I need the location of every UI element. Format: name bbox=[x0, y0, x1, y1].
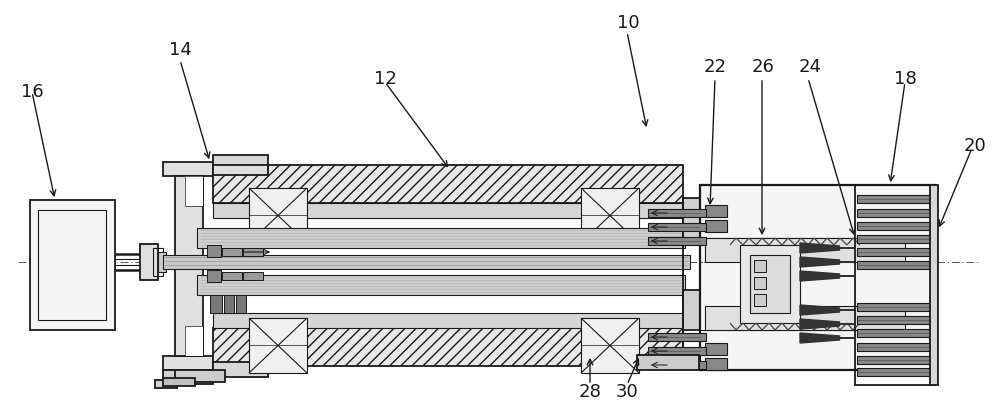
Bar bbox=[213, 165, 683, 203]
Text: 22: 22 bbox=[704, 58, 726, 76]
Bar bbox=[243, 248, 263, 256]
Bar bbox=[210, 295, 222, 313]
Bar bbox=[705, 220, 727, 232]
Bar bbox=[857, 195, 932, 203]
Bar bbox=[705, 205, 727, 217]
Polygon shape bbox=[800, 243, 854, 253]
Bar bbox=[185, 326, 203, 356]
Polygon shape bbox=[800, 305, 854, 315]
Bar bbox=[213, 328, 683, 366]
Bar bbox=[705, 306, 905, 330]
Polygon shape bbox=[800, 319, 854, 329]
Bar bbox=[249, 188, 307, 243]
Bar bbox=[857, 248, 932, 256]
Bar bbox=[222, 248, 242, 256]
Bar bbox=[857, 356, 932, 364]
Bar bbox=[158, 252, 166, 272]
Bar bbox=[163, 255, 690, 269]
Text: 26: 26 bbox=[752, 58, 774, 76]
Bar bbox=[30, 200, 115, 330]
Bar bbox=[930, 185, 938, 385]
Bar bbox=[754, 277, 766, 289]
Bar bbox=[705, 238, 905, 262]
Bar bbox=[648, 347, 706, 355]
Text: 16: 16 bbox=[21, 83, 43, 101]
Polygon shape bbox=[800, 257, 854, 267]
Bar bbox=[213, 203, 683, 218]
Bar bbox=[213, 313, 683, 328]
Bar bbox=[581, 188, 639, 243]
Bar bbox=[163, 162, 213, 176]
Bar bbox=[857, 209, 932, 217]
Bar bbox=[857, 235, 932, 243]
Text: 28: 28 bbox=[579, 383, 601, 401]
Bar bbox=[648, 361, 706, 369]
Bar bbox=[740, 245, 800, 323]
Text: 12: 12 bbox=[374, 70, 396, 88]
Bar bbox=[185, 176, 203, 206]
Bar bbox=[222, 272, 242, 280]
Bar bbox=[855, 185, 935, 385]
Bar bbox=[750, 255, 790, 313]
Bar bbox=[207, 245, 221, 257]
Bar bbox=[700, 185, 935, 370]
Bar bbox=[155, 380, 177, 388]
Bar bbox=[705, 343, 727, 355]
Bar bbox=[197, 228, 685, 248]
Bar bbox=[175, 370, 225, 382]
Bar bbox=[243, 272, 263, 280]
Bar bbox=[683, 290, 701, 330]
Bar bbox=[163, 370, 213, 384]
Bar bbox=[140, 244, 158, 280]
Bar bbox=[683, 198, 701, 238]
Polygon shape bbox=[800, 333, 854, 343]
Bar bbox=[754, 260, 766, 272]
Bar bbox=[213, 362, 268, 377]
Bar bbox=[857, 222, 932, 230]
Text: 20: 20 bbox=[964, 137, 986, 155]
Text: 14: 14 bbox=[169, 41, 191, 59]
Bar bbox=[185, 176, 203, 206]
Bar bbox=[197, 275, 685, 295]
Text: 30: 30 bbox=[616, 383, 638, 401]
Bar bbox=[648, 237, 706, 245]
Bar bbox=[224, 295, 234, 313]
Bar bbox=[207, 270, 221, 282]
Bar bbox=[163, 378, 195, 386]
Bar bbox=[38, 210, 106, 320]
Bar bbox=[648, 223, 706, 231]
Bar bbox=[213, 155, 268, 170]
Text: 10: 10 bbox=[617, 14, 639, 32]
Text: 24: 24 bbox=[798, 58, 822, 76]
Bar bbox=[857, 368, 932, 376]
Bar bbox=[163, 356, 213, 370]
Bar bbox=[175, 176, 203, 356]
Bar bbox=[648, 209, 706, 217]
Bar bbox=[857, 303, 932, 311]
Bar bbox=[185, 326, 203, 356]
Text: 18: 18 bbox=[894, 70, 916, 88]
Bar bbox=[857, 343, 932, 351]
Bar bbox=[581, 318, 639, 373]
Bar bbox=[857, 261, 932, 269]
Bar bbox=[249, 318, 307, 373]
Bar bbox=[857, 316, 932, 324]
Bar bbox=[153, 248, 163, 276]
Bar bbox=[637, 355, 699, 370]
Bar bbox=[705, 358, 727, 370]
Bar bbox=[857, 329, 932, 337]
Bar bbox=[236, 295, 246, 313]
Bar bbox=[648, 333, 706, 341]
Polygon shape bbox=[800, 271, 854, 281]
Bar bbox=[754, 294, 766, 306]
Bar bbox=[213, 165, 268, 175]
